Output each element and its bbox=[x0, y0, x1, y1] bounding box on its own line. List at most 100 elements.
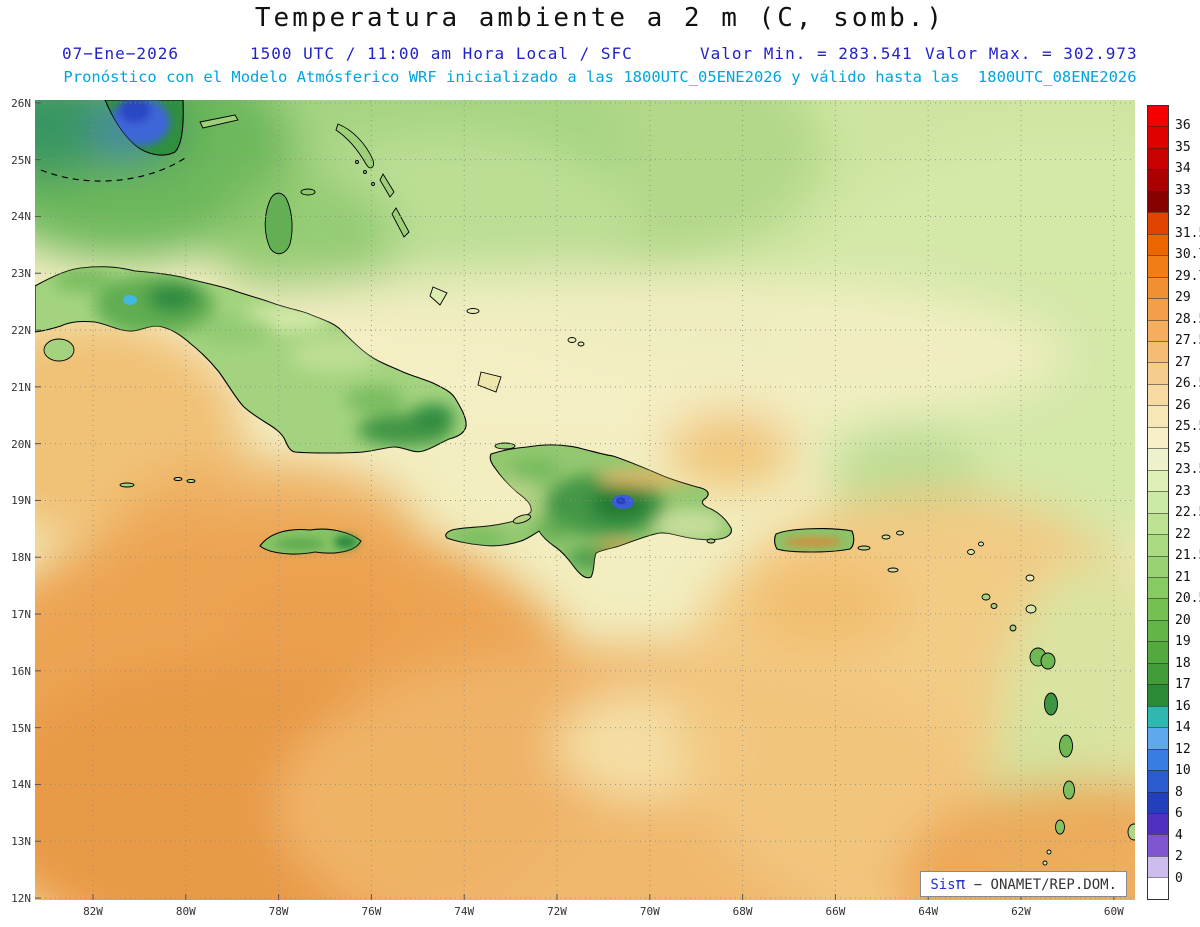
lat-tick-label: 12N bbox=[11, 892, 31, 906]
lon-tick-label: 72W bbox=[547, 905, 567, 918]
lat-tick-label: 20N bbox=[11, 437, 31, 451]
colorbar-tick-label: 31.5 bbox=[1175, 225, 1200, 241]
cold-core-center bbox=[616, 497, 626, 505]
colorbar-tick-label: 8 bbox=[1175, 784, 1183, 800]
lon-tick-label: 78W bbox=[268, 905, 289, 918]
lon-tick-label: 70W bbox=[639, 905, 660, 918]
colorbar-cell bbox=[1148, 491, 1168, 513]
colorbar-tick-label: 35 bbox=[1175, 139, 1191, 155]
colorbar-cell bbox=[1148, 298, 1168, 320]
lat-tick-label: 18N bbox=[11, 551, 31, 565]
lat-tick-label: 16N bbox=[11, 664, 31, 678]
colorbar-tick-label: 12 bbox=[1175, 741, 1191, 757]
lat-tick-label: 17N bbox=[11, 608, 31, 622]
colorbar-cell bbox=[1148, 534, 1168, 556]
bahamas-islands bbox=[199, 114, 585, 393]
colorbar-cell bbox=[1148, 276, 1168, 299]
subtitle-row: 07−Ene−2026 1500 UTC / 11:00 am Hora Loc… bbox=[0, 44, 1200, 66]
lat-tick-label: 13N bbox=[11, 835, 31, 849]
lon-tick-label: 60W bbox=[1103, 905, 1124, 918]
colorbar-tick-label: 25.5 bbox=[1175, 419, 1200, 435]
colorbar-cell bbox=[1148, 748, 1168, 771]
colorbar-tick-label: 21.5 bbox=[1175, 548, 1200, 564]
page-title: Temperatura ambiente a 2 m (C, somb.) bbox=[254, 3, 946, 33]
lon-tick-label: 68W bbox=[732, 905, 753, 918]
colorbar-tick-label: 32 bbox=[1175, 204, 1191, 220]
tortuga-island bbox=[494, 442, 516, 450]
colorbar-tick-label: 26.5 bbox=[1175, 376, 1200, 392]
lon-tick-label: 80W bbox=[175, 905, 196, 918]
colorbar-tick-label: 27 bbox=[1175, 354, 1191, 370]
colorbar-tick-label: 2 bbox=[1175, 849, 1183, 865]
colorbar-cell bbox=[1148, 877, 1168, 899]
max-value-label: Valor Max. = 302.973 bbox=[925, 44, 1138, 63]
colorbar-tick-label: 10 bbox=[1175, 763, 1191, 779]
colorbar-tick-label: 17 bbox=[1175, 677, 1191, 693]
colorbar-cell bbox=[1148, 319, 1168, 341]
lat-tick-label: 22N bbox=[11, 324, 31, 338]
colorbar-cell bbox=[1148, 812, 1168, 835]
colorbar-cell bbox=[1148, 791, 1168, 813]
colorbar-cell bbox=[1148, 147, 1168, 170]
colorbar-tick-label: 19 bbox=[1175, 634, 1191, 650]
colorbar-tick-label: 30.7 bbox=[1175, 247, 1200, 263]
gonave-island bbox=[512, 514, 532, 524]
colorbar-tick-label: 20.5 bbox=[1175, 591, 1200, 607]
credit-box: Sisπ − ONAMET/REP.DOM. bbox=[920, 871, 1127, 897]
lat-tick-label: 15N bbox=[11, 721, 31, 735]
colorbar-cell bbox=[1148, 469, 1168, 492]
colorbar-cell bbox=[1148, 598, 1168, 620]
colorbar-cell bbox=[1148, 212, 1168, 234]
colorbar-tick-label: 18 bbox=[1175, 655, 1191, 671]
cuba-cold-spot bbox=[123, 295, 137, 305]
colorbar-tick-label: 26 bbox=[1175, 397, 1191, 413]
colorbar-cell bbox=[1148, 855, 1168, 878]
colorbar-cell bbox=[1148, 448, 1168, 470]
lat-tick-label: 26N bbox=[11, 96, 31, 110]
lon-tick-label: 62W bbox=[1011, 905, 1031, 918]
colorbar-cell bbox=[1148, 512, 1168, 535]
colorbar-tick-label: 34 bbox=[1175, 161, 1191, 177]
map-canvas: Sisπ − ONAMET/REP.DOM. bbox=[35, 100, 1135, 900]
florida-keys-dashed-line bbox=[40, 157, 186, 182]
forecast-date: 07−Ene−2026 bbox=[62, 44, 179, 63]
colorbar-tick-label: 22.5 bbox=[1175, 505, 1200, 521]
colorbar-tick-label: 4 bbox=[1175, 827, 1183, 843]
lon-tick-label: 76W bbox=[361, 905, 382, 918]
colorbar-tick-label: 29.7 bbox=[1175, 268, 1200, 284]
vieques-island bbox=[857, 545, 871, 551]
colorbar-cell bbox=[1148, 233, 1168, 256]
colorbar-tick-label: 29 bbox=[1175, 290, 1191, 306]
colorbar-cell bbox=[1148, 834, 1168, 856]
colorbar-tick-label: 28.5 bbox=[1175, 311, 1200, 327]
colorbar-tick-label: 23 bbox=[1175, 483, 1191, 499]
colorbar-tick-label: 16 bbox=[1175, 698, 1191, 714]
colorbar-labels: 363534333231.530.729.72928.527.52726.526… bbox=[1175, 0, 1200, 927]
colorbar-cell bbox=[1148, 727, 1168, 749]
pi-symbol: π bbox=[955, 874, 966, 893]
model-info-line: Pronóstico con el Modelo Atmósferico WRF… bbox=[63, 68, 1137, 86]
colorbar-cell bbox=[1148, 705, 1168, 728]
temperature-colorbar bbox=[1147, 105, 1169, 900]
colorbar-tick-label: 14 bbox=[1175, 720, 1191, 736]
colorbar-tick-label: 20 bbox=[1175, 612, 1191, 628]
lon-tick-label: 64W bbox=[918, 905, 939, 918]
colorbar-tick-label: 27.5 bbox=[1175, 333, 1200, 349]
colorbar-tick-label: 25 bbox=[1175, 440, 1191, 456]
colorbar-tick-label: 33 bbox=[1175, 182, 1191, 198]
colorbar-cell bbox=[1148, 362, 1168, 384]
colorbar-cell bbox=[1148, 255, 1168, 277]
colorbar-cell bbox=[1148, 383, 1168, 406]
colorbar-cell bbox=[1148, 619, 1168, 642]
lat-tick-label: 23N bbox=[11, 267, 31, 281]
colorbar-tick-label: 0 bbox=[1175, 870, 1183, 886]
lon-tick-label: 74W bbox=[454, 905, 475, 918]
colorbar-cell bbox=[1148, 405, 1168, 427]
colorbar-cell bbox=[1148, 426, 1168, 449]
colorbar-cell bbox=[1148, 190, 1168, 213]
colorbar-cell bbox=[1148, 555, 1168, 577]
colorbar-cell bbox=[1148, 576, 1168, 599]
colorbar-cell bbox=[1148, 770, 1168, 792]
colorbar-cell bbox=[1148, 169, 1168, 191]
colorbar-cell bbox=[1148, 641, 1168, 663]
